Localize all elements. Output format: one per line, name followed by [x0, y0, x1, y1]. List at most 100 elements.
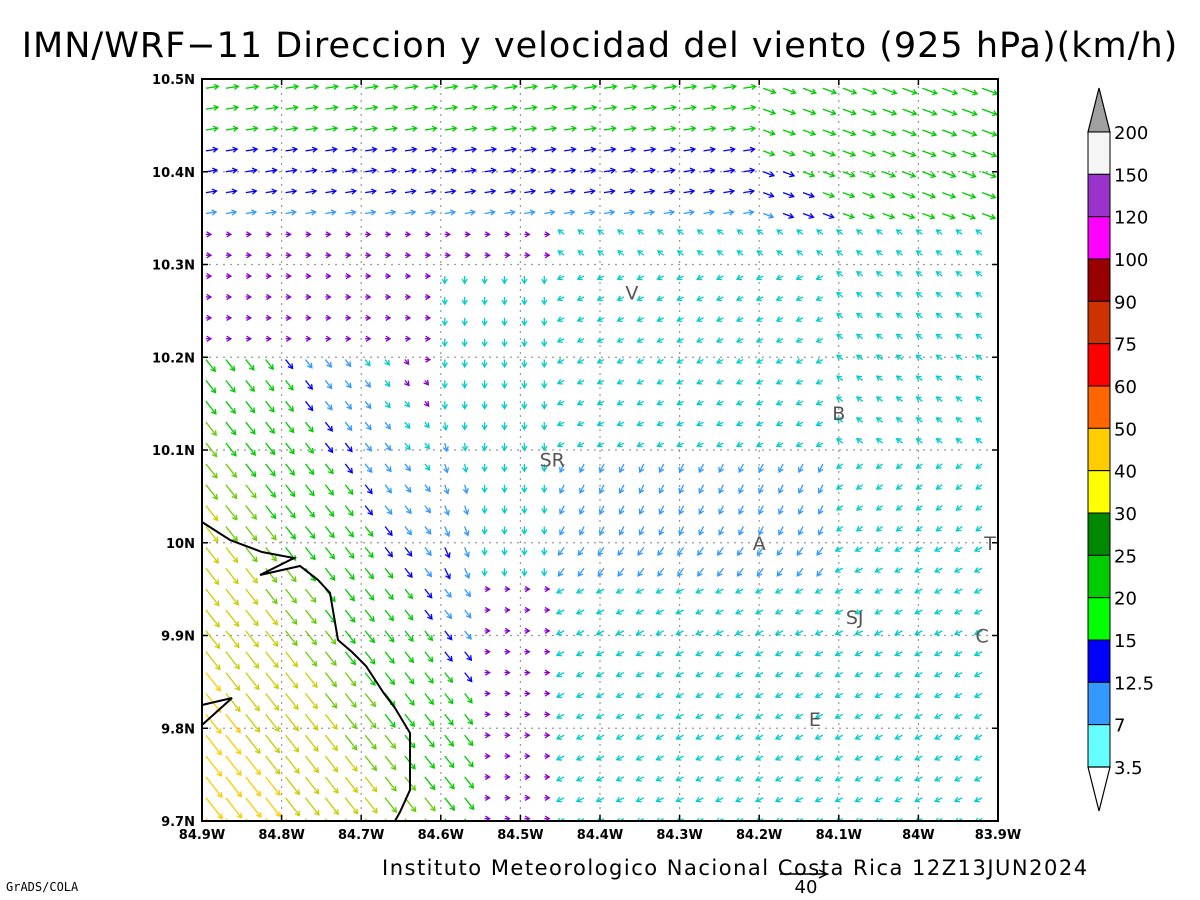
- wind-vector: [544, 211, 555, 215]
- wind-vector-head: [211, 430, 217, 437]
- wind-vector: [424, 169, 436, 173]
- wind-vector: [464, 734, 474, 746]
- wind-vector: [245, 463, 257, 477]
- wind-vector: [738, 484, 744, 494]
- wind-vector: [344, 526, 354, 538]
- wind-vector: [922, 150, 936, 157]
- wind-vector: [464, 588, 471, 597]
- wind-vector-head: [834, 796, 841, 803]
- wind-vector-head: [688, 209, 695, 216]
- wind-vector-head: [331, 702, 338, 709]
- wind-vector: [717, 546, 724, 556]
- wind-vector: [265, 672, 279, 689]
- wind-vector-head: [775, 337, 782, 343]
- wind-vector-head: [365, 293, 372, 301]
- wind-vector-head: [575, 775, 582, 782]
- wind-vector-head: [492, 83, 499, 91]
- wind-vector: [758, 484, 764, 494]
- wind-vector-head: [294, 789, 301, 796]
- wind-vector-head: [875, 354, 882, 361]
- wind-vector-head: [875, 250, 882, 256]
- wind-vector: [225, 148, 238, 152]
- wind-vector-head: [955, 505, 962, 511]
- reference-vector: 40: [780, 869, 829, 898]
- wind-vector: [564, 211, 575, 215]
- wind-vector-head: [501, 466, 508, 473]
- wind-vector: [265, 421, 275, 434]
- wind-vector: [225, 505, 238, 521]
- wind-vector: [617, 567, 625, 577]
- wind-vector: [835, 692, 844, 698]
- wind-vector-head: [715, 399, 723, 406]
- wind-vector: [755, 672, 764, 677]
- wind-vector: [676, 609, 684, 615]
- lat-tick-label: 10.4N: [152, 166, 195, 181]
- wind-vector: [822, 87, 837, 94]
- wind-vector-head: [366, 445, 373, 452]
- wind-vector-head: [233, 642, 240, 649]
- wind-vector-head: [975, 396, 982, 402]
- wind-vector-head: [795, 441, 802, 448]
- wind-vector: [285, 505, 296, 518]
- wind-vector-head: [575, 609, 582, 615]
- wind-vector-head: [555, 609, 563, 615]
- wind-vector-head: [365, 252, 372, 259]
- wind-vector: [862, 150, 876, 157]
- wind-vector-head: [676, 358, 683, 364]
- wind-vector: [285, 400, 294, 412]
- wind-vector: [404, 463, 411, 472]
- wind-vector-head: [470, 188, 477, 195]
- wind-vector-head: [332, 766, 339, 773]
- wind-vector-head: [372, 104, 379, 111]
- wind-vector-head: [678, 508, 685, 515]
- wind-vector: [564, 127, 576, 131]
- wind-vector: [755, 797, 764, 802]
- wind-vector: [775, 588, 784, 594]
- wind-vector: [556, 797, 565, 802]
- wind-vector: [444, 211, 456, 215]
- wind-vector: [676, 755, 684, 761]
- wind-vector-head: [576, 441, 583, 448]
- wind-vector-head: [929, 192, 937, 199]
- wind-vector-head: [894, 671, 901, 678]
- wind-vector: [623, 190, 635, 194]
- wind-vector-head: [325, 231, 332, 238]
- wind-vector: [875, 630, 883, 636]
- wind-vector-head: [387, 551, 394, 558]
- wind-vector-head: [930, 130, 938, 137]
- wind-vector-head: [541, 508, 548, 515]
- wind-vector-head: [426, 571, 433, 578]
- wind-vector: [895, 630, 903, 636]
- wind-vector: [842, 87, 857, 94]
- wind-vector: [544, 190, 555, 194]
- wind-vector: [285, 169, 297, 173]
- wind-vector-head: [675, 650, 682, 657]
- wind-vector: [444, 127, 457, 131]
- wind-vector-head: [869, 171, 876, 178]
- wind-vector-head: [251, 535, 258, 542]
- wind-vector: [737, 567, 744, 577]
- reference-vector-label: 40: [795, 877, 818, 898]
- wind-vector-head: [330, 209, 337, 216]
- wind-vector: [942, 171, 956, 178]
- wind-vector-head: [484, 794, 491, 801]
- wind-vector: [265, 190, 277, 194]
- wind-vector: [942, 87, 958, 95]
- wind-vector-head: [232, 557, 239, 564]
- wind-vector-head: [461, 383, 468, 389]
- wind-vector: [305, 169, 317, 173]
- wind-vector-head: [656, 441, 663, 448]
- wind-vector-head: [598, 487, 605, 494]
- wind-vector: [524, 127, 537, 131]
- wind-vector: [225, 588, 239, 606]
- wind-vector: [365, 148, 377, 152]
- wind-vector-head: [855, 525, 862, 532]
- wind-vector-head: [794, 609, 801, 615]
- wind-vector: [404, 505, 412, 514]
- wind-vector: [245, 713, 261, 733]
- city-label-t: T: [983, 533, 996, 555]
- wind-vector: [364, 442, 372, 452]
- wind-vector: [324, 672, 337, 687]
- wind-vector-head: [973, 775, 980, 782]
- wind-vector-head: [678, 466, 685, 474]
